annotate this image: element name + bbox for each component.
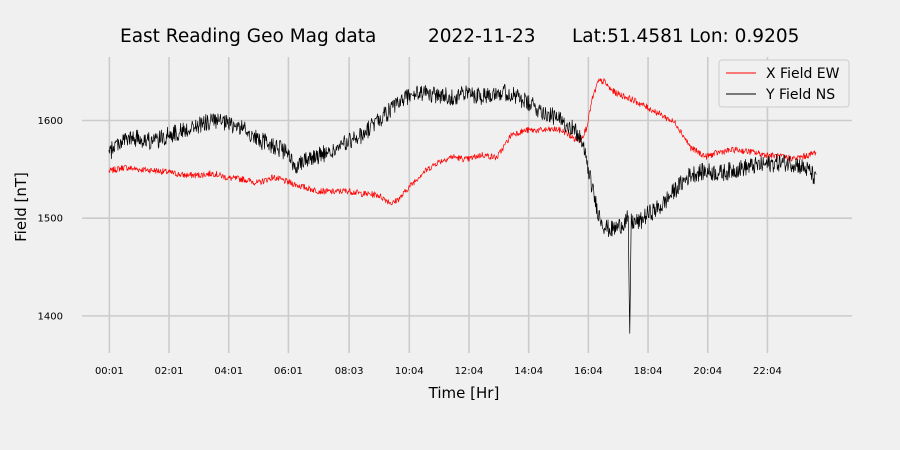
- x-tick-label: 12:04: [455, 366, 484, 377]
- x-tick-label: 22:04: [753, 366, 782, 377]
- chart-title-date: 2022-11-23: [428, 26, 536, 47]
- x-tick-label: 16:04: [574, 366, 603, 377]
- series-line-x-field-ew: [108, 78, 817, 206]
- x-tick-label: 10:04: [395, 366, 424, 377]
- chart-title-station: East Reading Geo Mag data: [120, 26, 376, 47]
- x-tick-label: 02:01: [155, 366, 184, 377]
- chart-title-location: Lat:51.4581 Lon: 0.9205: [572, 26, 799, 47]
- legend: X Field EW Y Field NS: [718, 59, 850, 108]
- legend-label-y-field: Y Field NS: [765, 87, 835, 103]
- x-axis-label: Time [Hr]: [428, 384, 500, 402]
- legend-label-x-field: X Field EW: [766, 66, 840, 82]
- axis-ticks: 00:01 02:01 04:01 06:01 08:03 10:04 12:04 14:04…: [38, 116, 782, 377]
- x-tick-label: 06:01: [274, 366, 303, 377]
- y-tick-label: 1600: [38, 116, 63, 127]
- x-tick-label: 00:01: [95, 366, 124, 377]
- series-lines: [108, 78, 817, 334]
- x-tick-label: 20:04: [693, 366, 722, 377]
- y-axis-label: Field [nT]: [12, 172, 30, 242]
- y-tick-label: 1500: [38, 214, 63, 225]
- x-tick-label: 04:01: [214, 366, 243, 377]
- x-tick-label: 08:03: [335, 366, 364, 377]
- y-tick-label: 1400: [38, 311, 63, 322]
- x-tick-label: 18:04: [634, 366, 663, 377]
- legend-box: [718, 59, 850, 108]
- x-tick-label: 14:04: [514, 366, 543, 377]
- series-line-y-field-ns: [108, 84, 817, 334]
